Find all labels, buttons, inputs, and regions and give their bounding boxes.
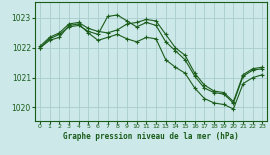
X-axis label: Graphe pression niveau de la mer (hPa): Graphe pression niveau de la mer (hPa)	[63, 132, 239, 141]
